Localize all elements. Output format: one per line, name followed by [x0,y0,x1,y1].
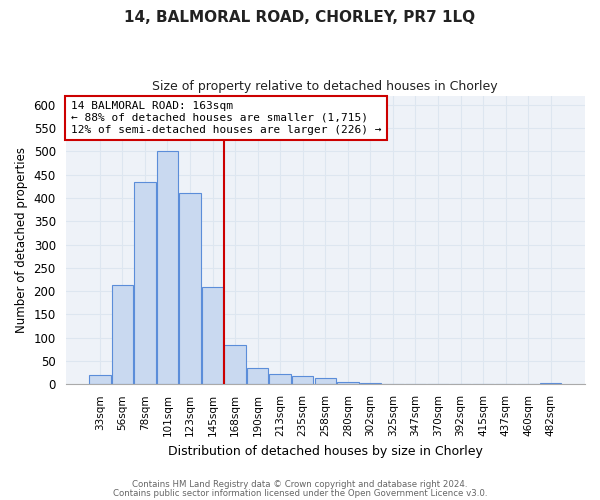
Bar [202,288,223,384]
Text: 14, BALMORAL ROAD, CHORLEY, PR7 1LQ: 14, BALMORAL ROAD, CHORLEY, PR7 1LQ [124,10,476,25]
Bar [269,374,291,384]
X-axis label: Distribution of detached houses by size in Chorley: Distribution of detached houses by size … [168,444,483,458]
Bar [179,194,201,384]
Bar [314,378,336,384]
Bar [292,376,313,384]
Text: 14 BALMORAL ROAD: 163sqm
← 88% of detached houses are smaller (1,715)
12% of sem: 14 BALMORAL ROAD: 163sqm ← 88% of detach… [71,102,381,134]
Bar [247,368,268,384]
Bar [540,383,562,384]
Title: Size of property relative to detached houses in Chorley: Size of property relative to detached ho… [152,80,498,93]
Y-axis label: Number of detached properties: Number of detached properties [15,147,28,333]
Bar [112,285,133,384]
Bar [337,382,359,384]
Bar [134,182,155,384]
Bar [89,375,110,384]
Text: Contains HM Land Registry data © Crown copyright and database right 2024.: Contains HM Land Registry data © Crown c… [132,480,468,489]
Text: Contains public sector information licensed under the Open Government Licence v3: Contains public sector information licen… [113,488,487,498]
Bar [224,344,246,385]
Bar [157,152,178,384]
